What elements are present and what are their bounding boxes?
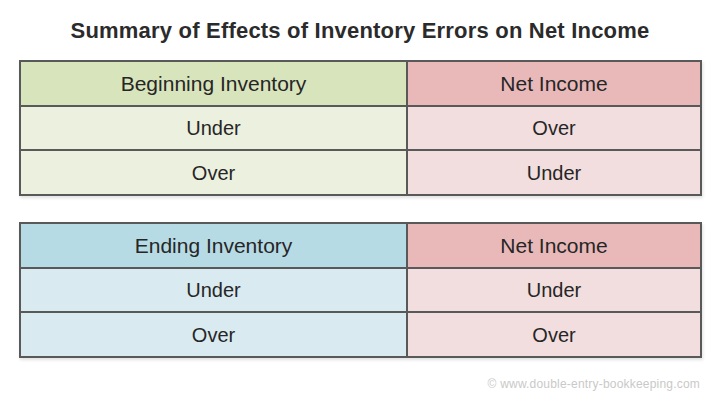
table-cell-netincome-over: Over (408, 313, 700, 356)
beginning-inventory-table: Beginning Inventory Net Income Under Ove… (19, 60, 702, 196)
table-cell-ending-under: Under (21, 269, 408, 312)
copyright-watermark: © www.double-entry-bookkeeping.com (488, 377, 700, 391)
header-cell-net-income: Net Income (408, 62, 700, 105)
table-row: Over Under (21, 149, 700, 194)
ending-inventory-table: Ending Inventory Net Income Under Under … (19, 222, 702, 358)
table-cell-ending-over: Over (21, 313, 408, 356)
table-row: Under Under (21, 267, 700, 312)
table-header-row: Ending Inventory Net Income (21, 224, 700, 267)
table-row: Over Over (21, 311, 700, 356)
header-cell-ending-inventory: Ending Inventory (21, 224, 408, 267)
table-row: Under Over (21, 105, 700, 150)
header-cell-net-income: Net Income (408, 224, 700, 267)
table-cell-beginning-over: Over (21, 151, 408, 194)
table-header-row: Beginning Inventory Net Income (21, 62, 700, 105)
table-cell-netincome-under: Under (408, 151, 700, 194)
table-cell-netincome-over: Over (408, 107, 700, 150)
table-cell-beginning-under: Under (21, 107, 408, 150)
page-title: Summary of Effects of Inventory Errors o… (0, 18, 720, 44)
table-cell-netincome-under: Under (408, 269, 700, 312)
header-cell-beginning-inventory: Beginning Inventory (21, 62, 408, 105)
